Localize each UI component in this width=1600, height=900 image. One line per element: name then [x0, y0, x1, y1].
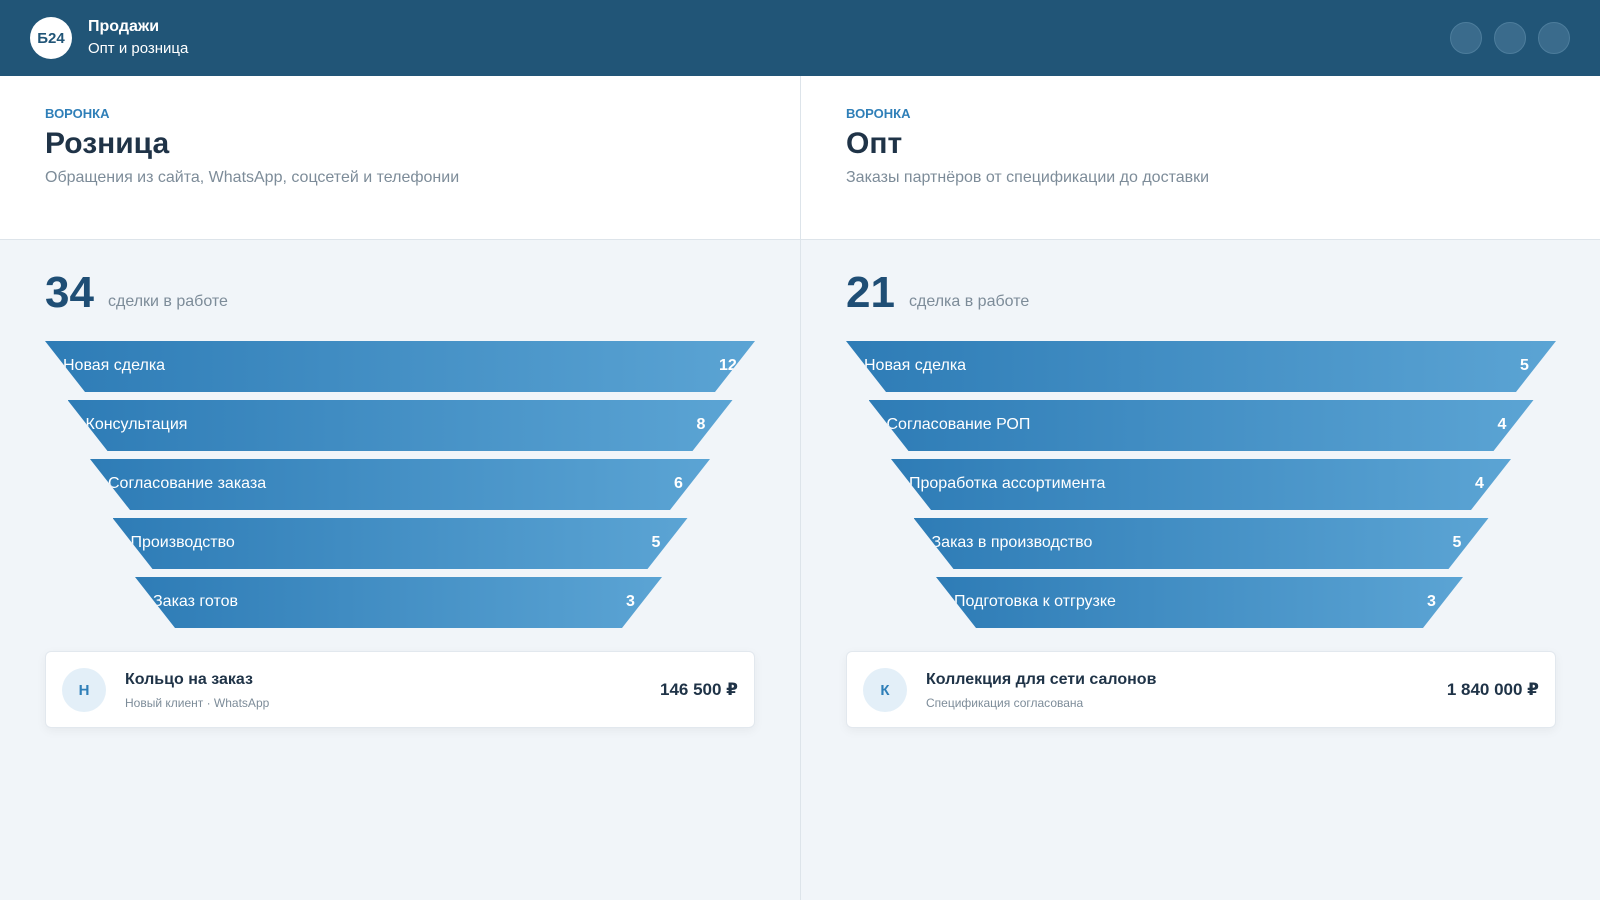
- deal-total-label: сделки в работе: [108, 293, 228, 310]
- funnel-stage[interactable]: Согласование РОП 4: [869, 400, 1534, 451]
- stage-count: 12: [719, 357, 737, 374]
- deal-meta: Спецификация согласована: [926, 696, 1084, 710]
- panel-subtitle: Обращения из сайта, WhatsApp, соцсетей и…: [45, 169, 460, 186]
- stage-name: Производство: [130, 534, 235, 551]
- stage-count: 4: [1497, 416, 1507, 433]
- deal-card[interactable]: К Коллекция для сети салонов Спецификация …: [846, 651, 1556, 728]
- stage-name: Новая сделка: [864, 357, 967, 374]
- deal-total: 21: [846, 268, 895, 317]
- panel-label: ВОРОНКА: [846, 106, 911, 121]
- funnel-stage[interactable]: Производство 5: [113, 518, 688, 569]
- deal-card[interactable]: Н Кольцо на заказ Новый клиент · WhatsApp 1…: [45, 651, 755, 728]
- funnel-panel: ВОРОНКА Розница Обращения из сайта, WhatsA…: [0, 76, 800, 900]
- deal-total: 34: [45, 268, 94, 317]
- funnel-stage[interactable]: Заказ в производство 5: [914, 518, 1489, 569]
- stage-name: Согласование РОП: [886, 416, 1031, 433]
- panel-title: Опт: [846, 127, 903, 160]
- funnel-panel: ВОРОНКА Опт Заказы партнёров от спецификац…: [800, 76, 1600, 900]
- deal-title: Кольцо на заказ: [125, 671, 253, 688]
- header-button[interactable]: [1494, 22, 1526, 54]
- deal-amount: 146 500 ₽: [659, 680, 738, 699]
- stage-count: 4: [1475, 475, 1484, 492]
- deal-amount: 1 840 000 ₽: [1446, 680, 1539, 699]
- header-button[interactable]: [1450, 22, 1482, 54]
- deal-avatar: К: [863, 668, 907, 712]
- stage-count: 3: [1427, 593, 1436, 610]
- deal-avatar: Н: [62, 668, 106, 712]
- stage-name: Подготовка к отгрузке: [954, 593, 1116, 610]
- stage-name: Новая сделка: [63, 357, 166, 374]
- panel-title: Розница: [45, 127, 170, 160]
- stage-name: Заказ готов: [153, 593, 238, 610]
- logo[interactable]: Б24: [30, 17, 72, 59]
- panel-subtitle: Заказы партнёров от спецификации до дост…: [846, 169, 1210, 186]
- panel-header: ВОРОНКА Розница Обращения из сайта, WhatsA…: [0, 76, 800, 240]
- funnel-stage[interactable]: Новая сделка 12: [45, 341, 755, 392]
- header-button[interactable]: [1538, 22, 1570, 54]
- funnel-stage[interactable]: Проработка ассортимента 4: [891, 459, 1511, 510]
- stage-count: 3: [626, 593, 635, 610]
- funnel-stage[interactable]: Согласование заказа 6: [90, 459, 710, 510]
- stage-name: Консультация: [85, 416, 188, 433]
- stage-count: 5: [1520, 357, 1529, 374]
- stage-name: Согласование заказа: [108, 475, 267, 492]
- header-subtitle: Опт и розница: [88, 40, 189, 57]
- stage-name: Заказ в производство: [931, 534, 1093, 551]
- stage-name: Проработка ассортимента: [909, 475, 1106, 492]
- funnel-stage[interactable]: Консультация 8: [68, 400, 733, 451]
- funnel-stage[interactable]: Заказ готов 3: [135, 577, 662, 628]
- stage-count: 5: [651, 534, 661, 551]
- header-title: Продажи: [88, 18, 160, 35]
- funnel-stage[interactable]: Подготовка к отгрузке 3: [936, 577, 1463, 628]
- deal-total-label: сделка в работе: [909, 293, 1030, 310]
- header: Б24 Продажи Опт и розница: [0, 0, 1600, 76]
- funnel-stage[interactable]: Новая сделка 5: [846, 341, 1556, 392]
- stage-count: 6: [674, 475, 683, 492]
- stage-count: 8: [696, 416, 706, 433]
- deal-title: Коллекция для сети салонов: [926, 671, 1157, 688]
- deal-meta: Новый клиент · WhatsApp: [125, 696, 270, 710]
- panel-label: ВОРОНКА: [45, 106, 110, 121]
- panel-header: ВОРОНКА Опт Заказы партнёров от спецификац…: [801, 76, 1600, 240]
- stage-count: 5: [1452, 534, 1462, 551]
